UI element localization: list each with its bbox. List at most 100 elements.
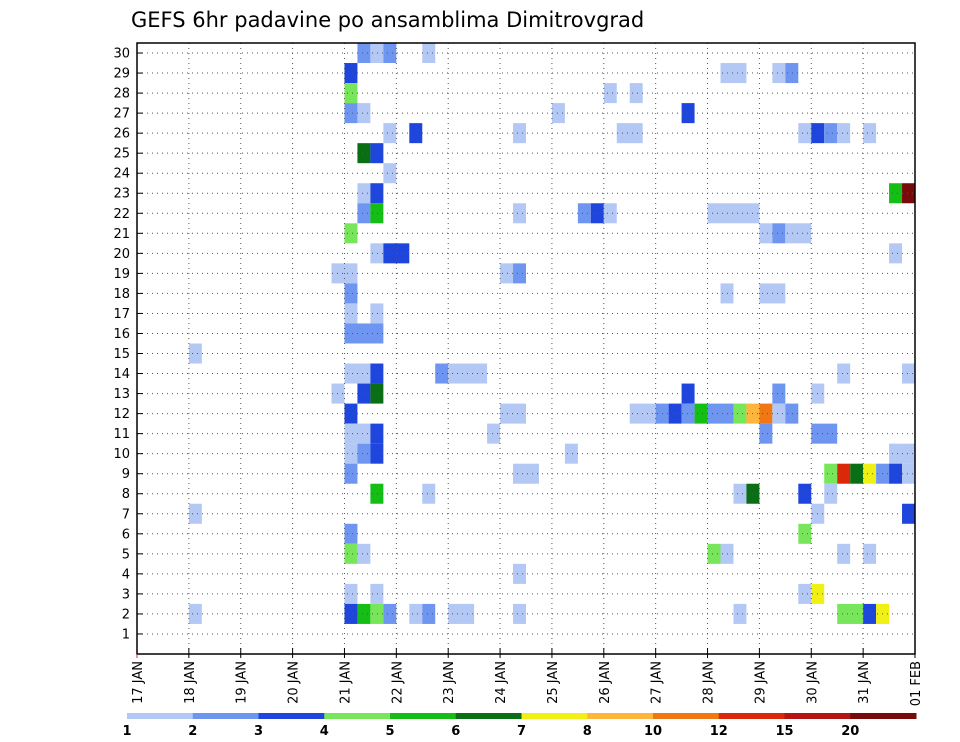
precip-cell (383, 603, 397, 624)
precip-cell (759, 423, 773, 444)
y-tick-label: 6 (122, 527, 130, 542)
x-tick-label: 23 JAN (442, 661, 457, 704)
precip-cell (370, 603, 384, 624)
precip-cell (837, 123, 851, 144)
precip-cell (188, 343, 202, 364)
precip-cell (370, 423, 384, 444)
y-tick-label: 8 (122, 487, 130, 502)
legend-label: 2 (188, 724, 197, 739)
x-tick-label: 26 JAN (598, 661, 613, 704)
x-tick-label: 24 JAN (494, 661, 509, 704)
legend-swatch (850, 713, 917, 719)
x-tick-label: 18 JAN (183, 661, 198, 704)
legend-swatch (521, 713, 588, 719)
precip-cell (759, 223, 773, 244)
precip-cell (889, 243, 903, 264)
precip-cell (422, 603, 436, 624)
precip-cell (707, 543, 721, 564)
legend-label: 5 (385, 724, 394, 739)
legend-swatch (653, 713, 720, 719)
precip-cell (863, 123, 877, 144)
y-tick-label: 15 (113, 347, 130, 362)
precip-cell (902, 463, 915, 484)
precip-cell (513, 123, 526, 144)
precip-cell (785, 223, 812, 244)
precip-cell (370, 183, 384, 204)
legend-label: 6 (451, 724, 460, 739)
legend-label: 4 (320, 724, 329, 739)
y-tick-label: 14 (113, 367, 130, 382)
y-tick-label: 7 (122, 507, 130, 522)
x-tick-label: 27 JAN (650, 661, 665, 704)
precip-cell (863, 463, 877, 484)
precip-cell (772, 383, 786, 404)
precip-cell (383, 163, 397, 184)
precip-cell (370, 143, 384, 164)
precip-cell (902, 183, 915, 204)
precip-cell (513, 263, 526, 284)
precip-cell (370, 443, 384, 464)
y-tick-label: 17 (113, 307, 130, 322)
precip-cell (409, 603, 423, 624)
precip-cell (344, 283, 358, 304)
precip-cell (720, 543, 734, 564)
precip-cell (344, 323, 384, 344)
precip-cell (629, 83, 643, 104)
precip-cell (513, 463, 539, 484)
y-tick-label: 29 (113, 67, 130, 82)
y-tick-label: 21 (113, 227, 130, 242)
y-tick-label: 1 (122, 627, 130, 642)
precip-cell (733, 603, 747, 624)
precip-cell (772, 403, 786, 424)
precip-cell (551, 103, 565, 124)
precip-cell (344, 83, 358, 104)
precip-cell (824, 463, 838, 484)
x-tick-label: 21 JAN (338, 661, 353, 704)
legend-swatch (127, 713, 194, 719)
x-tick-label: 29 JAN (753, 661, 768, 704)
x-tick-label: 22 JAN (390, 661, 405, 704)
precip-cell (357, 103, 371, 124)
precip-cell (733, 403, 747, 424)
precip-cell (370, 303, 384, 324)
y-tick-label: 30 (113, 47, 130, 62)
x-tick-label: 19 JAN (235, 661, 250, 704)
precip-cell (188, 503, 202, 524)
precip-cell (798, 123, 812, 144)
precip-cell (616, 123, 643, 144)
precip-cell (383, 123, 397, 144)
x-tick-label: 17 JAN (131, 661, 146, 704)
precip-cell (344, 63, 358, 84)
precip-cell (798, 523, 812, 544)
y-tick-label: 16 (113, 327, 130, 342)
precip-cell (188, 603, 202, 624)
precip-cell (720, 63, 747, 84)
precip-cell (383, 43, 397, 64)
legend-swatch (455, 713, 522, 719)
precip-cell (889, 183, 903, 204)
x-tick-label: 31 JAN (857, 661, 872, 704)
x-tick-label: 20 JAN (287, 661, 302, 704)
precip-cell (603, 83, 617, 104)
precip-cell (422, 483, 436, 504)
precip-cell (785, 403, 799, 424)
precip-cell (733, 483, 747, 504)
legend-label: 8 (583, 724, 592, 739)
precip-cell (370, 363, 384, 384)
precip-cell (344, 303, 358, 324)
legend-swatch (390, 713, 457, 719)
x-axis-date-ticks: 17 JAN 18 JAN 19 JAN 20 JAN 21 JAN 22 JAN 23 J… (131, 648, 924, 706)
precip-cell (344, 583, 358, 604)
y-tick-label: 4 (122, 567, 130, 582)
precip-cell (422, 43, 436, 64)
precip-cell (357, 43, 371, 64)
legend-swatch (587, 713, 654, 719)
precip-cell (370, 483, 384, 504)
precip-cell (837, 543, 851, 564)
precip-cell (772, 63, 786, 84)
precip-cell (668, 403, 682, 424)
precip-cell (370, 43, 384, 64)
y-tick-label: 12 (113, 407, 130, 422)
precip-cell (344, 543, 358, 564)
